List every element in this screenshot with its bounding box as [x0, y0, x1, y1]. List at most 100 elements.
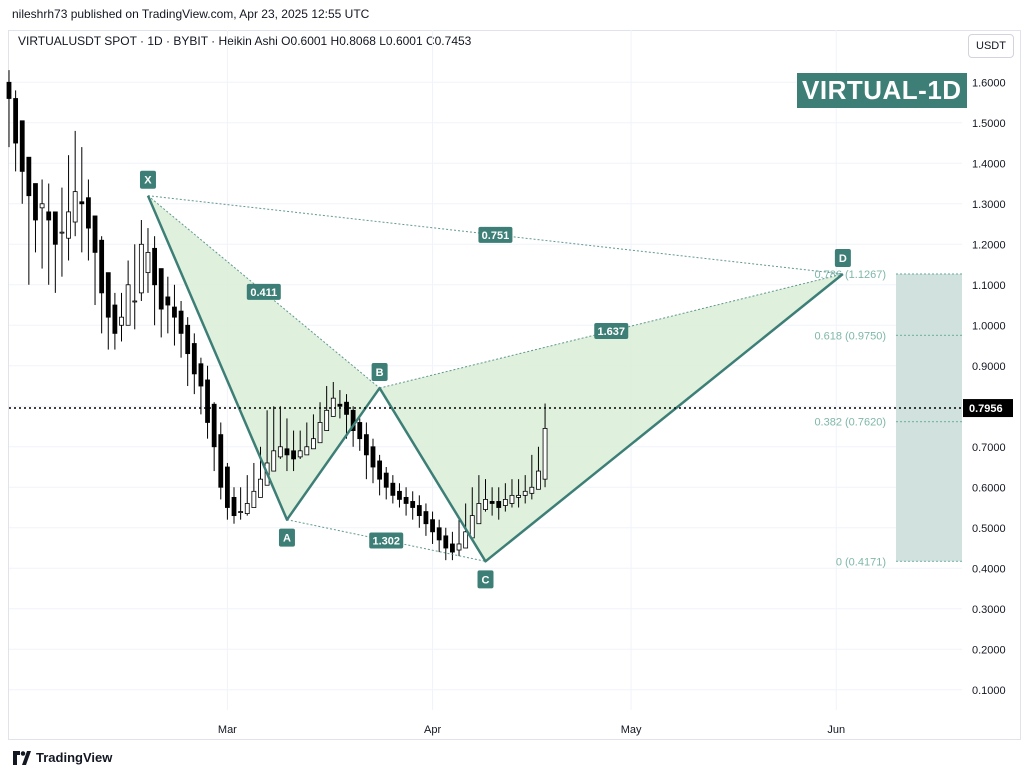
point-label-box — [139, 170, 156, 189]
candle-body — [66, 211, 71, 239]
candle-body — [397, 490, 402, 500]
candle-body — [509, 494, 515, 504]
candle-body — [13, 98, 19, 144]
candle-body — [456, 543, 462, 551]
candle-body — [502, 499, 508, 506]
candle-body — [271, 450, 277, 472]
candle-body — [311, 438, 316, 450]
publisher-line: nileshrh73 published on TradingView.com,… — [12, 7, 370, 21]
candle-body — [59, 231, 65, 234]
candle-body — [92, 215, 98, 253]
currency-button[interactable]: USDT — [968, 34, 1014, 58]
symbol-legend: VIRTUALUSDT SPOT · 1D · BYBIT · Heikin A… — [18, 34, 472, 48]
candle-body — [304, 446, 310, 456]
current-price-tag — [963, 399, 1013, 418]
y-tick-label: 1.1000 — [972, 280, 1006, 292]
y-tick-label: 0.3000 — [972, 604, 1006, 616]
candle-body — [172, 306, 177, 318]
candle-body — [19, 120, 25, 172]
ratio-label-box — [478, 226, 513, 243]
candle-body — [185, 324, 191, 355]
pattern-fill-bcd — [379, 273, 843, 562]
candle-body — [112, 304, 118, 334]
pattern-legs — [146, 195, 844, 563]
candle-body — [52, 211, 58, 245]
symbol-badge: VIRTUAL-1D — [797, 73, 967, 108]
candle-body — [291, 450, 296, 460]
y-tick-label: 0.1000 — [972, 685, 1006, 697]
y-tick-label: 1.2000 — [972, 239, 1006, 251]
y-tick-label: 0.9000 — [972, 361, 1006, 373]
candle-body — [244, 503, 250, 514]
candle-body — [443, 535, 449, 549]
point-label-box — [834, 248, 851, 267]
ratio-line-bd — [379, 273, 843, 389]
point-label-b: B — [376, 367, 384, 379]
candle-body — [86, 197, 91, 229]
candle-body — [218, 434, 224, 488]
point-label-d: D — [839, 253, 847, 265]
candle-body — [370, 446, 376, 468]
candle-body — [483, 499, 488, 510]
footer-brand-text: TradingView — [36, 750, 113, 765]
candle-body — [516, 494, 521, 498]
candle-body — [357, 422, 363, 440]
candle-body — [152, 247, 157, 286]
candle-body — [191, 343, 197, 375]
candle-body — [132, 300, 138, 303]
candle-body — [489, 501, 495, 504]
candle-body — [99, 239, 105, 294]
y-tick-label: 0.2000 — [972, 644, 1006, 656]
candle-body — [476, 503, 482, 525]
candle-body — [72, 191, 78, 223]
y-tick-label: 1.4000 — [972, 158, 1006, 170]
candle-body — [6, 81, 12, 99]
candle-body — [350, 409, 356, 431]
x-tick-label: Apr — [424, 724, 441, 736]
y-tick-label: 1.5000 — [972, 118, 1006, 130]
ratio-label-box — [369, 532, 404, 549]
candle-body — [423, 511, 429, 525]
y-tick-label: 1.3000 — [972, 199, 1006, 211]
y-tick-label: 0.7000 — [972, 442, 1006, 454]
point-label-box — [477, 570, 494, 589]
candle-body — [46, 211, 52, 221]
candle-body — [416, 505, 422, 517]
candle-body — [105, 272, 111, 318]
candle-body — [277, 446, 283, 458]
ratio-label-xd: 0.751 — [482, 230, 510, 242]
candle-body — [39, 203, 45, 209]
footer-brand[interactable]: TradingView — [12, 750, 112, 765]
candle-body — [337, 403, 343, 407]
candle-body — [436, 527, 442, 541]
y-tick-label: 0.5000 — [972, 523, 1006, 535]
candle-body — [178, 310, 184, 334]
candle-body — [542, 428, 548, 480]
y-tick-label: 1.6000 — [972, 77, 1006, 89]
candle-body — [377, 460, 383, 480]
candle-body — [198, 363, 204, 387]
candle-body — [238, 511, 244, 513]
fib-zone — [896, 273, 962, 562]
candle-body — [119, 316, 124, 326]
candle-body — [390, 482, 396, 496]
candle-body — [324, 409, 330, 431]
point-label-box — [371, 363, 388, 382]
candle-body — [251, 490, 257, 508]
candle-body — [463, 531, 469, 549]
ratio-label-box — [246, 283, 281, 300]
fib-level-label: 0.618 (0.9750) — [814, 330, 886, 342]
point-label-box — [278, 528, 295, 547]
ratio-label-ac: 1.302 — [372, 536, 400, 548]
candle-body — [125, 284, 131, 326]
x-tick-label: Mar — [218, 724, 237, 736]
candle-body — [138, 243, 144, 294]
current-price-label: 0.7956 — [969, 403, 1003, 415]
tradingview-logo-icon — [13, 750, 31, 765]
candle-body — [330, 397, 336, 417]
candle-body — [211, 403, 217, 448]
candle-body — [469, 515, 475, 539]
ratio-label-xb: 0.411 — [250, 287, 277, 299]
candle-body — [165, 296, 171, 306]
